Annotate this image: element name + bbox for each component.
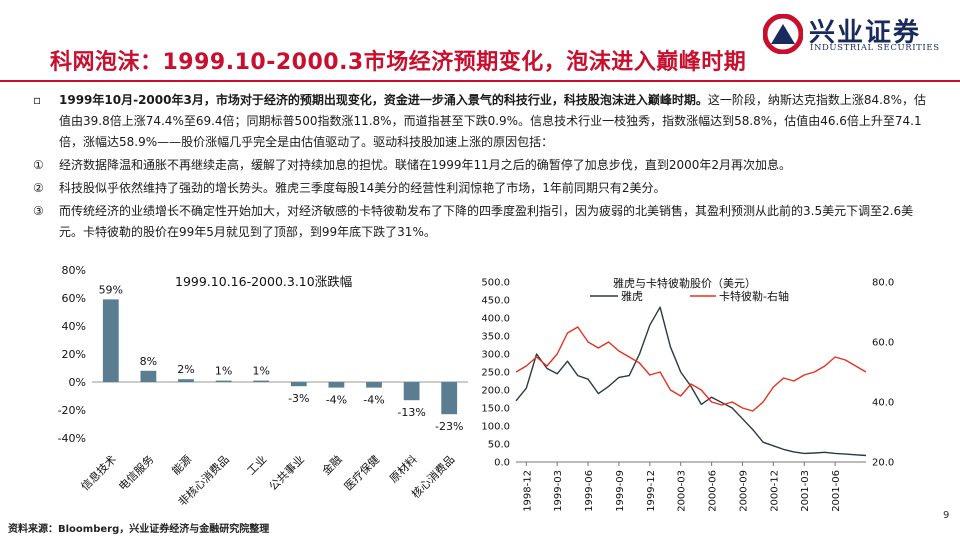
- y-tick-label: 60%: [62, 292, 86, 305]
- bar: [441, 382, 458, 415]
- point-marker: ②: [33, 181, 44, 195]
- point-marker: ③: [33, 204, 44, 218]
- intro-bold-text: 1999年10月-2000年3月，市场对于经济的预期出现变化，资金进一步涌入景气…: [59, 93, 708, 107]
- bar-value-label: -4%: [363, 394, 384, 407]
- x-tick-label: 1999-12: [646, 470, 657, 512]
- y-tick-label: 40%: [62, 320, 86, 333]
- left-y-tick-label: 400.0: [481, 314, 510, 325]
- bar-value-label: -3%: [288, 392, 309, 405]
- bar: [140, 370, 157, 382]
- left-y-tick-label: 0.0: [494, 458, 510, 469]
- bar-value-label: -4%: [326, 394, 347, 407]
- x-tick-label: 2000-06: [708, 470, 719, 512]
- logo-cn-text: 兴业证券: [809, 18, 922, 48]
- right-y-tick-label: 60.0: [872, 338, 894, 349]
- x-tick-label: 2000-03: [677, 470, 688, 512]
- category-label: 电信服务: [116, 453, 156, 493]
- logo-mark-icon: [763, 14, 803, 54]
- bullet-square-icon: ▫: [33, 93, 42, 107]
- right-y-tick-label: 80.0: [872, 278, 894, 289]
- x-tick-label: 2001-03: [800, 470, 811, 512]
- x-tick-label: 2000-09: [738, 470, 749, 512]
- page-title: 科网泡沫：1999.10-2000.3市场经济预期变化，泡沫进入巅峰时期: [50, 50, 747, 75]
- category-label: 信息技术: [78, 452, 119, 493]
- legend-label-caterpillar: 卡特彼勒-右轴: [719, 289, 789, 303]
- logo-en-text: INDUSTRIAL SECURITIES: [810, 43, 940, 53]
- title-divider: [0, 80, 960, 82]
- page-number: 9: [943, 510, 950, 521]
- y-tick-label: 20%: [62, 348, 86, 361]
- y-tick-label: -40%: [58, 432, 86, 445]
- point-item: ① 经济数据降温和通胀不再继续走高，缓解了对持续加息的担忧。联储在1999年11月…: [33, 155, 928, 176]
- x-tick-label: 1999-03: [553, 470, 564, 512]
- point-marker: ①: [33, 158, 44, 172]
- bar-value-label: 2%: [177, 363, 194, 376]
- sector-return-bar-chart: 1999.10.16-2000.3.10涨跌幅 80% 60% 40% 20% 0% -20…: [58, 264, 468, 509]
- bar-value-label: -13%: [397, 406, 425, 419]
- point-item: ③ 而传统经济的业绩增长不确定性开始加大，对经济敏感的卡特彼勒发布了下降的四季度盈…: [33, 201, 928, 243]
- left-y-tick-label: 100.0: [481, 422, 510, 433]
- left-y-tick-label: 250.0: [481, 368, 510, 379]
- y-tick-label: 0%: [69, 376, 86, 389]
- intro-rest-text: 这一阶段，纳斯达克指数上涨84.8%，估值由39.8倍上涨74.4%至69.4倍…: [59, 93, 926, 149]
- x-tick-label: 1998-12: [522, 470, 533, 512]
- left-y-tick-label: 300.0: [481, 350, 510, 361]
- point-text: 经济数据降温和通胀不再继续走高，缓解了对持续加息的担忧。联储在1999年11月之…: [59, 158, 791, 172]
- bar: [403, 382, 420, 401]
- yahoo-caterpillar-line-chart: 0.0 50.0 100.0 150.0 200.0 250.0 300.0 350.0 400…: [481, 276, 894, 512]
- bar: [253, 380, 270, 382]
- bar: [102, 299, 119, 382]
- legend-label-yahoo: 雅虎: [621, 289, 643, 303]
- bar-value-label: -23%: [435, 420, 463, 433]
- category-label: 原材料: [386, 452, 419, 485]
- category-label: 公共事业: [267, 453, 307, 493]
- bar-value-label: 8%: [140, 355, 157, 368]
- category-label: 工业: [245, 453, 270, 478]
- line-chart-title: 雅虎与卡特彼勒股价（美元）: [613, 276, 756, 290]
- left-y-tick-label: 200.0: [481, 386, 510, 397]
- bar-value-label: 1%: [252, 365, 269, 378]
- y-tick-label: -20%: [58, 404, 86, 417]
- left-y-tick-label: 450.0: [481, 296, 510, 307]
- caterpillar-series-line: [515, 326, 867, 412]
- category-label: 能源: [169, 452, 194, 477]
- x-tick-label: 2000-12: [769, 470, 780, 512]
- x-tick-label: 1999-09: [615, 470, 626, 512]
- point-text: 而传统经济的业绩增长不确定性开始加大，对经济敏感的卡特彼勒发布了下降的四季度盈利…: [59, 204, 914, 239]
- left-y-tick-label: 350.0: [481, 332, 510, 343]
- left-y-tick-label: 50.0: [488, 440, 510, 451]
- bar: [178, 379, 194, 382]
- body-text: ▫ 1999年10月-2000年3月，市场对于经济的预期出现变化，资金进一步涌入景…: [33, 90, 928, 243]
- bar: [328, 382, 345, 388]
- point-text: 科技股似乎依然维持了强劲的增长势头。雅虎三季度每股14美分的经营性利润惊艳了市场…: [59, 181, 666, 195]
- category-label: 金融: [319, 452, 344, 477]
- bar: [366, 382, 382, 388]
- right-y-tick-label: 40.0: [872, 398, 894, 409]
- x-tick-label: 1999-06: [584, 470, 595, 512]
- y-tick-label: 80%: [62, 264, 86, 277]
- category-label: 医疗保健: [341, 452, 382, 493]
- point-item: ② 科技股似乎依然维持了强劲的增长势头。雅虎三季度每股14美分的经营性利润惊艳了市…: [33, 178, 928, 199]
- bar-value-label: 59%: [99, 283, 123, 296]
- bar-value-label: 1%: [215, 365, 232, 378]
- left-y-tick-label: 500.0: [481, 278, 510, 289]
- bar: [290, 382, 307, 387]
- intro-paragraph: ▫ 1999年10月-2000年3月，市场对于经济的预期出现变化，资金进一步涌入景…: [33, 90, 928, 153]
- right-y-tick-label: 20.0: [872, 458, 894, 469]
- x-tick-label: 2001-06: [831, 470, 842, 512]
- bar: [215, 380, 232, 382]
- bar-chart-title: 1999.10.16-2000.3.10涨跌幅: [175, 274, 352, 289]
- left-y-tick-label: 150.0: [481, 404, 510, 415]
- company-logo: 兴业证券 INDUSTRIAL SECURITIES: [763, 10, 953, 60]
- yahoo-series-line: [515, 306, 867, 457]
- source-note: 资料来源：Bloomberg，兴业证券经济与金融研究院整理: [8, 524, 270, 535]
